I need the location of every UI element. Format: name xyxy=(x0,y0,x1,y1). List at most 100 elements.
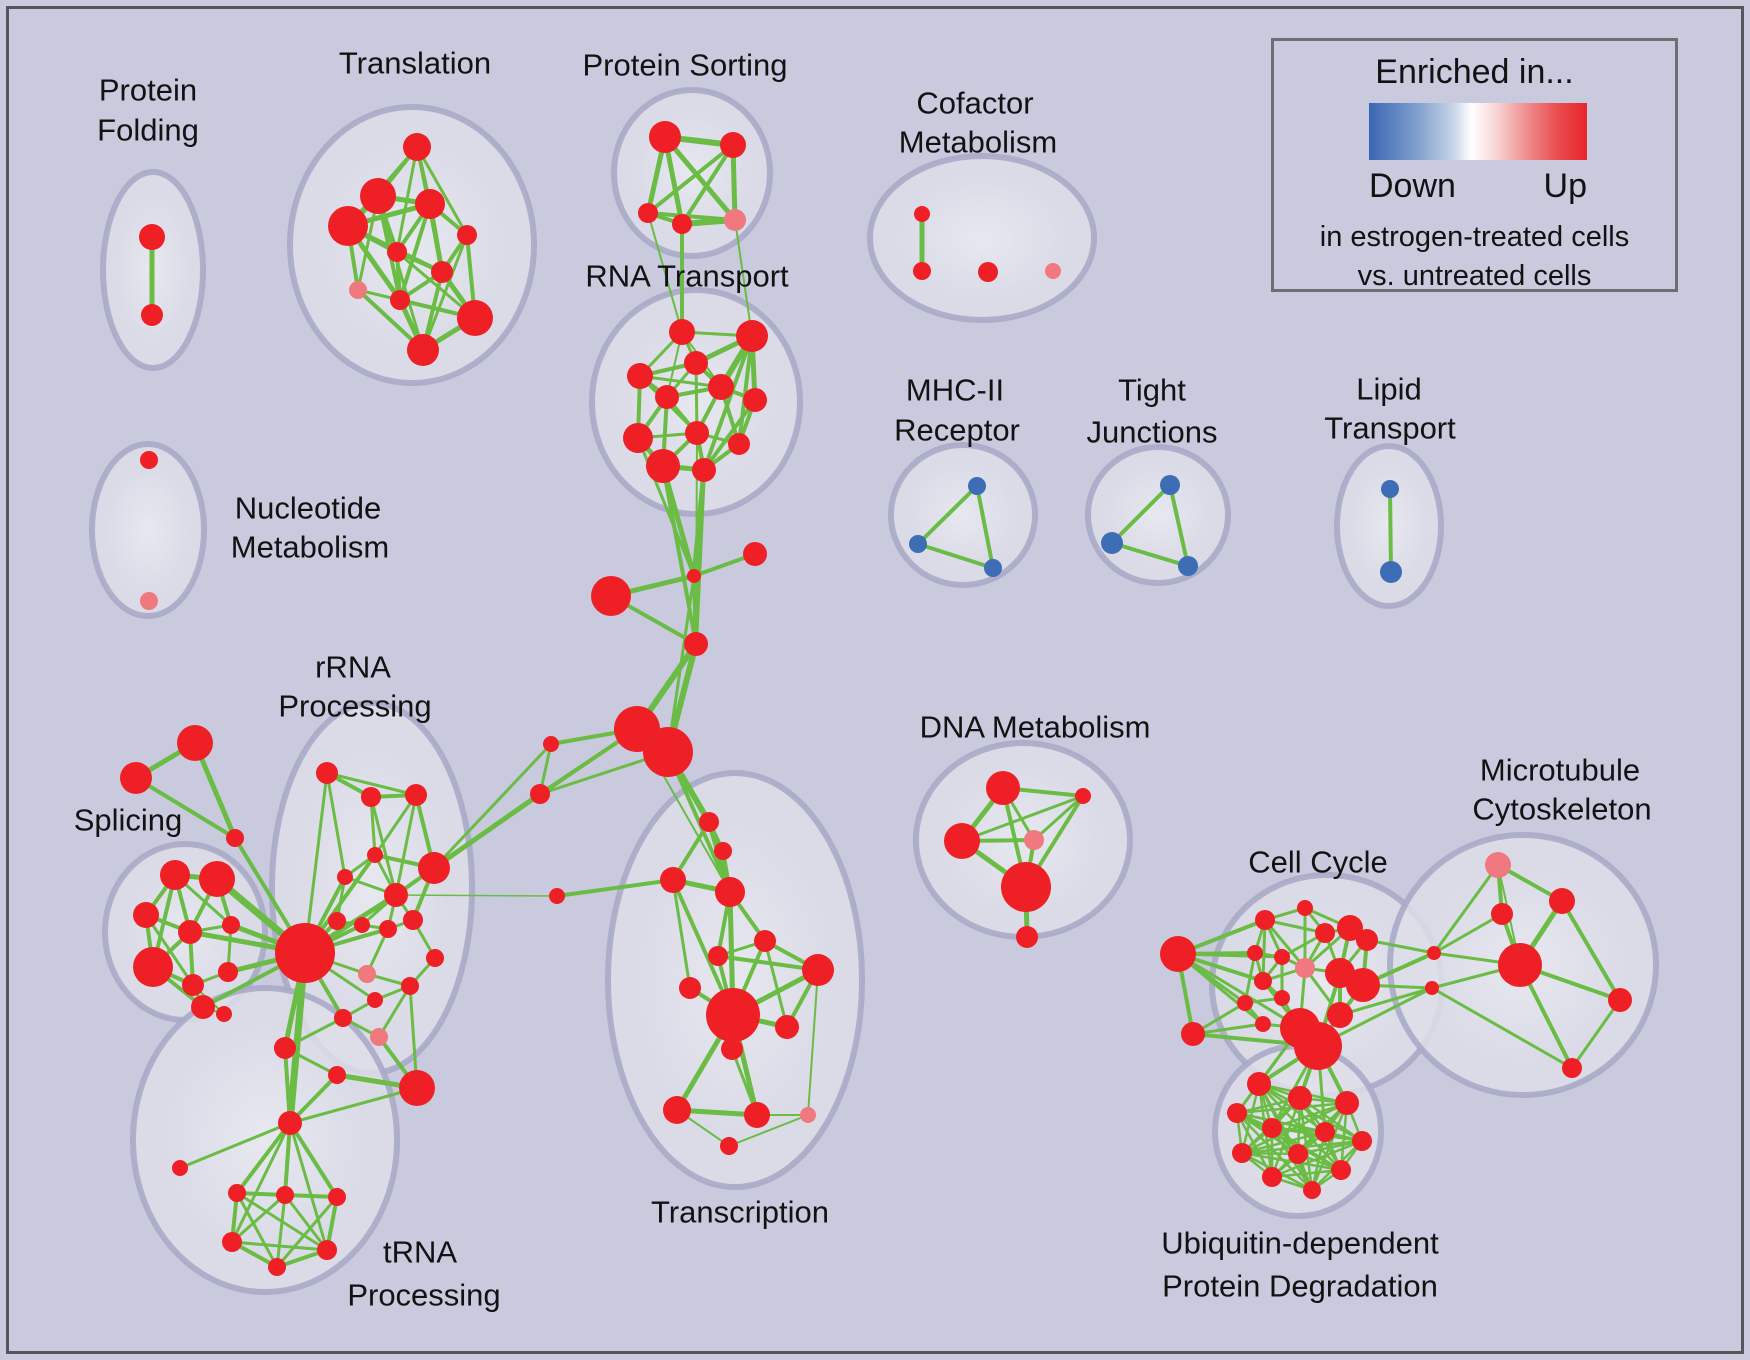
edge-rt11-mid2 xyxy=(661,465,698,645)
node-rrh xyxy=(275,923,335,983)
edge-ps5-rt2 xyxy=(734,219,753,337)
edge-trn_hub-trn_left xyxy=(179,1121,291,1170)
edge-rr1-rr6 xyxy=(325,772,347,878)
node-mc4 xyxy=(1562,1058,1582,1078)
node-cc15 xyxy=(1327,1002,1353,1028)
node-rt9 xyxy=(623,423,653,453)
cluster-label: Nucleotide xyxy=(235,491,381,526)
node-lt1 xyxy=(549,888,565,904)
edge-trn2-trn6 xyxy=(275,1194,287,1268)
cluster-label: Translation xyxy=(339,46,491,81)
node-mc_c1 xyxy=(1427,946,1441,960)
cluster-label: Tight xyxy=(1118,373,1186,408)
node-rr13 xyxy=(358,965,376,983)
cluster-label: rRNA xyxy=(315,650,391,685)
node-t7 xyxy=(431,261,453,283)
node-rr21 xyxy=(370,1028,388,1046)
node-rt4 xyxy=(627,363,653,389)
legend-box: Enriched in... Down Up in estrogen-treat… xyxy=(1271,38,1678,292)
edge-mc_c1-mc2 xyxy=(1433,912,1503,955)
node-ub12 xyxy=(1303,1181,1321,1199)
node-mh1 xyxy=(968,477,986,495)
node-rr2 xyxy=(361,787,381,807)
node-cc14 xyxy=(1255,1016,1271,1032)
legend-up-label: Up xyxy=(1543,167,1587,205)
node-sp8 xyxy=(218,962,238,982)
node-t3 xyxy=(415,189,445,219)
node-lp1 xyxy=(1381,480,1399,498)
node-sp10 xyxy=(191,995,215,1019)
node-rr7 xyxy=(384,883,408,907)
node-hub1 xyxy=(687,569,701,583)
edge-ps2-ps3 xyxy=(646,143,735,215)
node-t2 xyxy=(360,178,396,214)
node-mh2 xyxy=(909,535,927,553)
edge-mc_c2-mc4 xyxy=(1431,986,1573,1070)
edge-mh1-mh3 xyxy=(975,485,995,569)
node-nu1 xyxy=(140,451,158,469)
node-tj1 xyxy=(1160,475,1180,495)
edge-trn1-trn6 xyxy=(235,1192,279,1268)
edge-rr2-rr7 xyxy=(369,796,398,896)
edge-ub4-ub12 xyxy=(1236,1112,1313,1191)
node-cc1 xyxy=(1255,910,1275,930)
node-ub4 xyxy=(1227,1103,1247,1123)
cluster-label: Processing xyxy=(347,1278,500,1313)
cluster-label: Receptor xyxy=(894,413,1020,448)
node-tx_e xyxy=(754,930,776,952)
node-mc3 xyxy=(1608,988,1632,1012)
edge-rr7-lt1 xyxy=(395,894,558,897)
node-tx_a xyxy=(699,812,719,832)
node-sp5 xyxy=(222,916,240,934)
cluster-label: Metabolism xyxy=(231,530,390,565)
node-cf1 xyxy=(914,206,930,222)
node-cc12 xyxy=(1237,995,1253,1011)
node-trn1 xyxy=(228,1184,246,1202)
node-cc11 xyxy=(1346,968,1380,1002)
node-t6 xyxy=(387,242,407,262)
node-rr9 xyxy=(354,917,370,933)
node-sp1 xyxy=(160,860,190,890)
edge-trn2-trn4 xyxy=(231,1193,286,1244)
node-ub1 xyxy=(1247,1072,1271,1096)
node-t5 xyxy=(457,225,477,245)
edge-ps1-ps5 xyxy=(663,135,737,222)
node-rt1 xyxy=(669,319,695,345)
node-rt6 xyxy=(655,385,679,409)
cluster-label: Protein Sorting xyxy=(582,48,787,83)
node-rr1 xyxy=(316,762,338,784)
node-cc2 xyxy=(1297,900,1313,916)
edge-mc3-mc4 xyxy=(1570,999,1622,1069)
node-d2 xyxy=(1075,788,1091,804)
node-d1 xyxy=(986,771,1020,805)
node-rr15 xyxy=(367,992,383,1008)
edge-t2-t11 xyxy=(376,195,425,351)
cluster-label: Transcription xyxy=(651,1195,829,1230)
node-rt2 xyxy=(736,320,768,352)
cluster-label: Microtubule xyxy=(1480,753,1640,788)
cluster-label: Processing xyxy=(278,689,431,724)
node-ps3 xyxy=(638,203,658,223)
node-sp_t3 xyxy=(226,829,244,847)
node-mid_s1 xyxy=(543,736,559,752)
node-cf4 xyxy=(1045,263,1061,279)
node-rr11 xyxy=(403,910,423,930)
cluster-ellipse-trna-processing xyxy=(130,985,400,1295)
cluster-label: RNA Transport xyxy=(585,259,789,294)
node-trn_top xyxy=(274,1037,296,1059)
edge-ub3-ub4 xyxy=(1236,1101,1348,1115)
node-rt12 xyxy=(692,458,716,482)
node-cc_bl xyxy=(1181,1022,1205,1046)
node-rr17 xyxy=(334,1009,352,1027)
node-ub2 xyxy=(1288,1086,1312,1110)
node-cc8 xyxy=(1295,958,1315,978)
node-mc_c2 xyxy=(1425,981,1439,995)
node-ub3 xyxy=(1335,1091,1359,1115)
cluster-label: Cell Cycle xyxy=(1248,845,1388,880)
node-tx_n xyxy=(720,1137,738,1155)
node-sp4 xyxy=(178,920,202,944)
edge-trn_top-trn_hub xyxy=(283,1047,292,1124)
node-rt8 xyxy=(685,421,709,445)
node-trn_left xyxy=(172,1160,188,1176)
